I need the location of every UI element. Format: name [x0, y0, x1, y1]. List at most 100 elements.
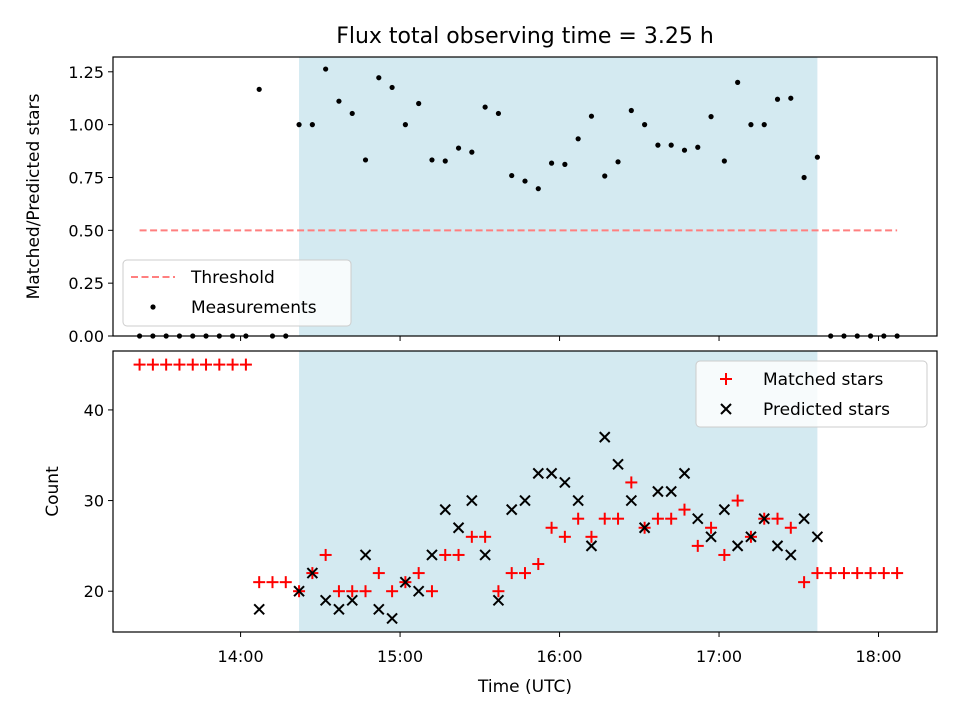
matched-star-point: [133, 358, 146, 371]
matched-star-point: [784, 521, 797, 534]
bottom-y-ticks: 20 30 40: [84, 401, 113, 601]
measurement-point: [788, 95, 794, 101]
matched-star-point: [798, 576, 811, 589]
matched-star-point: [253, 576, 266, 589]
measurement-point: [535, 186, 541, 192]
measurement-point: [588, 113, 595, 119]
matched-star-point: [412, 567, 425, 580]
measurement-point: [708, 114, 714, 120]
matched-star-point: [705, 521, 718, 534]
measurement-point: [602, 173, 608, 179]
y-tick-label: 1.25: [68, 63, 104, 82]
predicted-star-point: [612, 458, 624, 471]
x-tick-label: 15:00: [377, 647, 423, 666]
matched-star-point: [200, 358, 213, 371]
predicted-star-point: [373, 603, 385, 616]
predicted-star-point: [479, 549, 491, 561]
matched-star-point: [346, 585, 359, 598]
measurement-point: [296, 122, 302, 128]
measurement-point: [748, 122, 754, 128]
measurement-point: [562, 161, 568, 167]
y-tick-label: 0.50: [68, 221, 104, 240]
predicted-star-point: [399, 576, 412, 588]
measurement-point: [323, 66, 329, 72]
predicted-star-point: [718, 503, 731, 516]
predicted-star-point: [771, 540, 784, 552]
matched-star-point: [186, 358, 199, 371]
predicted-star-point: [758, 512, 770, 525]
predicted-star-point: [519, 494, 531, 507]
predicted-star-point: [506, 503, 518, 516]
measurements-legend-swatch: [150, 304, 156, 310]
predicted-star-point: [585, 540, 598, 552]
top-axes-frame: [112, 56, 938, 337]
measurement-point: [695, 144, 701, 150]
matched-star-point: [572, 512, 585, 525]
predicted-star-point: [253, 603, 265, 616]
x-tick-label: 18:00: [855, 647, 901, 666]
measurement-point: [376, 75, 382, 81]
measurement-point: [256, 86, 262, 92]
predicted-star-point: [386, 612, 398, 625]
measurement-point: [509, 172, 515, 179]
matched-star-point: [824, 567, 837, 580]
measurement-point: [681, 147, 688, 153]
matched-star-point: [439, 548, 452, 561]
x-tick-label: 14:00: [218, 647, 264, 666]
matched-star-point: [465, 530, 478, 543]
matched-star-point: [213, 358, 226, 371]
measurement-point: [495, 110, 502, 117]
predicted-star-point: [692, 512, 704, 525]
top-panel: 0.00 0.25 0.50 0.75 1.00 1.25 Matched/Predict…: [24, 56, 938, 346]
predicted-star-point: [625, 494, 638, 507]
y-tick-label: 1.00: [68, 116, 104, 135]
predicted-star-point: [811, 531, 824, 543]
measurement-point: [668, 142, 674, 148]
measurement-point: [814, 154, 820, 160]
matched-star-point: [452, 548, 465, 561]
predicted-star-point: [346, 594, 358, 606]
measurement-point: [309, 122, 315, 128]
measurement-point: [575, 136, 581, 142]
matched-legend-label: Matched stars: [763, 370, 883, 390]
measurement-point: [362, 157, 369, 163]
matched-star-point: [479, 530, 492, 543]
matched-star-point: [877, 567, 890, 580]
threshold-legend-label: Threshold: [190, 268, 275, 288]
predicted-legend-swatch: [720, 403, 732, 415]
bottom-y-axis-label: Count: [43, 466, 63, 517]
matched-star-point: [665, 512, 678, 525]
count-points: [133, 358, 904, 625]
matched-star-point: [372, 567, 385, 580]
top-y-axis-label: Matched/Predicted stars: [24, 93, 44, 299]
measurement-point: [389, 84, 395, 91]
matched-star-point: [160, 358, 173, 371]
matched-star-point: [519, 567, 531, 580]
matched-star-point: [545, 521, 558, 534]
matched-star-point: [558, 530, 571, 543]
bottom-panel: 20 30 40 14:00 15:00 16:00 17:00 18:00 Count T…: [43, 350, 938, 697]
matched-star-point: [266, 576, 279, 589]
matched-star-point: [359, 585, 372, 598]
predicted-star-point: [452, 522, 465, 534]
y-tick-label: 20: [84, 582, 104, 601]
matched-star-point: [173, 358, 186, 371]
top-x-ticks: [240, 336, 880, 341]
predicted-star-point: [545, 467, 558, 480]
measurement-point: [628, 107, 634, 114]
matched-star-point: [678, 503, 691, 516]
matched-star-point: [505, 567, 518, 580]
measurement-point: [801, 174, 807, 181]
matched-star-point: [891, 567, 904, 580]
matched-star-point: [718, 548, 731, 561]
matched-star-point: [691, 539, 704, 552]
bottom-x-ticks: 14:00 15:00 16:00 17:00 18:00: [218, 632, 902, 666]
predicted-star-point: [466, 494, 478, 507]
top-y-ticks: 0.00 0.25 0.50 0.75 1.00 1.25: [68, 63, 113, 346]
y-tick-label: 0.75: [68, 168, 104, 187]
observing-window-shade: [299, 57, 818, 336]
measurement-point: [522, 178, 528, 184]
matched-star-point: [585, 530, 598, 543]
matched-star-point: [731, 494, 744, 507]
matched-star-point: [532, 558, 545, 571]
